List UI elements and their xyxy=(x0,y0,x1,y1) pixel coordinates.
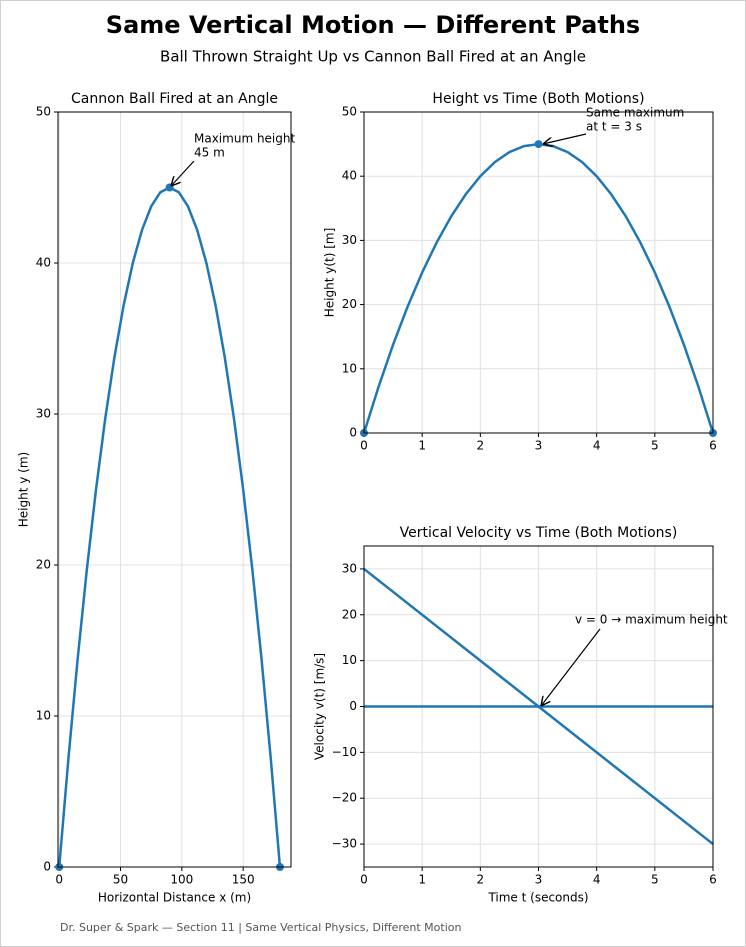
y-tick-label: 40 xyxy=(342,169,357,183)
y-tick-label: −20 xyxy=(332,791,357,805)
annotation-arrow xyxy=(543,133,587,144)
y-axis-label: Velocity v(t) [m/s] xyxy=(313,653,327,760)
chart-title: Height vs Time (Both Motions) xyxy=(432,91,644,107)
x-tick-label: 100 xyxy=(170,873,193,887)
y-tick-label: 30 xyxy=(36,407,51,421)
y-tick-label: 10 xyxy=(36,709,51,723)
y-tick-label: −10 xyxy=(332,745,357,759)
x-tick-label: 150 xyxy=(232,873,255,887)
annotation: Maximum height xyxy=(194,132,295,146)
y-tick-label: 50 xyxy=(342,105,357,119)
y-tick-label: 20 xyxy=(36,558,51,572)
footer: Dr. Super & Spark — Section 11 | Same Ve… xyxy=(60,921,461,934)
annotation: 45 m xyxy=(194,146,225,160)
x-tick-label: 0 xyxy=(360,439,368,453)
x-tick-label: 5 xyxy=(651,873,659,887)
y-tick-label: 30 xyxy=(342,561,357,575)
x-tick-label: 4 xyxy=(593,439,601,453)
x-axis-label: Time t (seconds) xyxy=(487,891,588,905)
annotation: v = 0 → maximum height xyxy=(575,613,728,627)
x-tick-label: 0 xyxy=(360,873,368,887)
y-tick-label: 10 xyxy=(342,361,357,375)
annotation-arrow xyxy=(541,628,601,706)
annotation-arrow xyxy=(171,160,195,186)
x-tick-label: 0 xyxy=(55,873,63,887)
annotation: Same maximum xyxy=(586,106,684,120)
y-tick-label: 30 xyxy=(342,233,357,247)
y-tick-label: 0 xyxy=(349,699,357,713)
plot-frame xyxy=(363,545,714,868)
plot-frame xyxy=(363,111,714,434)
y-tick-label: 10 xyxy=(342,653,357,667)
chart-title: Vertical Velocity vs Time (Both Motions) xyxy=(400,525,678,541)
x-tick-label: 5 xyxy=(651,439,659,453)
x-tick-label: 3 xyxy=(535,873,543,887)
y-tick-label: 40 xyxy=(36,256,51,270)
y-axis-label: Height y(t) [m] xyxy=(323,228,337,318)
figure-subtitle: Ball Thrown Straight Up vs Cannon Ball F… xyxy=(160,48,586,66)
y-tick-label: −30 xyxy=(332,837,357,851)
x-tick-label: 2 xyxy=(477,439,485,453)
point-marker xyxy=(534,140,543,149)
y-axis-label: Height y (m) xyxy=(17,452,31,527)
chart-title: Cannon Ball Fired at an Angle xyxy=(71,91,278,107)
figure-title: Same Vertical Motion — Different Paths xyxy=(106,11,640,39)
x-tick-label: 1 xyxy=(418,873,426,887)
x-tick-label: 50 xyxy=(113,873,128,887)
y-tick-label: 50 xyxy=(36,105,51,119)
x-tick-label: 6 xyxy=(709,439,717,453)
x-axis-label: Horizontal Distance x (m) xyxy=(98,891,251,905)
y-tick-label: 0 xyxy=(43,860,51,874)
annotation: at t = 3 s xyxy=(586,120,642,134)
x-tick-label: 2 xyxy=(477,873,485,887)
plot-frame xyxy=(57,111,292,868)
x-tick-label: 3 xyxy=(535,439,543,453)
y-tick-label: 20 xyxy=(342,607,357,621)
x-tick-label: 1 xyxy=(418,439,426,453)
y-tick-label: 20 xyxy=(342,297,357,311)
x-tick-label: 6 xyxy=(709,873,717,887)
x-tick-label: 4 xyxy=(593,873,601,887)
y-tick-label: 0 xyxy=(349,426,357,440)
